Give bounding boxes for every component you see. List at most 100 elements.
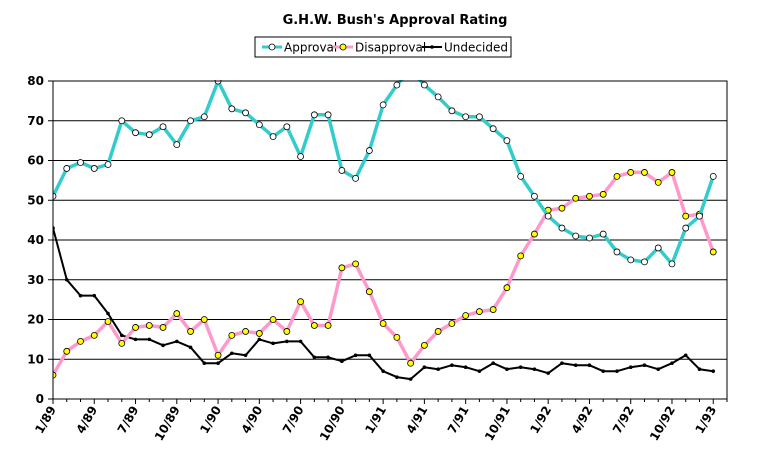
data-point-undecided	[615, 369, 619, 373]
x-tick-label: 10/92	[647, 404, 678, 444]
data-point-approval	[476, 113, 483, 121]
x-tick-label: 4/90	[239, 404, 266, 436]
data-point-disapproval	[517, 252, 525, 260]
chart-title: G.H.W. Bush's Approval Rating	[283, 13, 508, 28]
data-point-disapproval	[448, 320, 456, 327]
data-point-disapproval	[434, 328, 442, 335]
data-point-disapproval	[338, 264, 346, 272]
x-tick-label: 4/91	[404, 404, 431, 436]
data-point-disapproval	[90, 331, 98, 339]
data-point-undecided	[257, 337, 262, 342]
data-point-undecided	[161, 343, 165, 348]
data-point-approval	[503, 137, 511, 145]
series-undecided	[53, 226, 716, 381]
data-point-disapproval	[558, 204, 566, 212]
data-point-approval	[379, 101, 387, 109]
x-tick-label: 7/89	[115, 404, 142, 436]
data-point-disapproval	[255, 330, 263, 337]
data-point-undecided	[505, 367, 509, 371]
data-point-undecided	[683, 353, 688, 358]
data-point-disapproval	[462, 312, 470, 319]
data-point-approval	[434, 93, 442, 101]
data-point-undecided	[491, 361, 495, 366]
data-point-disapproval	[77, 337, 84, 345]
data-point-approval	[462, 113, 470, 121]
data-point-undecided	[450, 363, 454, 368]
data-point-approval	[145, 131, 153, 139]
data-point-undecided	[119, 333, 124, 338]
data-point-disapproval	[187, 328, 194, 335]
x-tick-label: 1/92	[527, 404, 554, 436]
x-tick-label: 4/89	[73, 404, 100, 436]
data-point-disapproval	[269, 316, 277, 323]
data-point-approval	[242, 109, 249, 117]
data-point-undecided	[285, 339, 289, 344]
data-point-approval	[641, 258, 648, 266]
legend-marker-disapproval	[339, 43, 347, 51]
data-point-undecided	[628, 365, 633, 370]
x-tick-label: 7/92	[610, 404, 637, 436]
data-point-approval	[53, 192, 57, 200]
x-axis-ticks: 1/89 4/89 7/89 10/89 1/90 4/90 7/90 10/90 1/91 4/…	[32, 399, 728, 444]
data-point-disapproval	[641, 169, 648, 176]
y-tick-label: 80	[27, 74, 44, 88]
data-point-disapproval	[63, 347, 71, 355]
data-point-approval	[448, 107, 456, 115]
data-point-approval	[63, 165, 71, 172]
data-point-undecided	[298, 339, 303, 344]
data-point-disapproval	[420, 341, 428, 349]
data-point-undecided	[477, 369, 482, 373]
y-tick-label: 0	[36, 392, 44, 406]
data-point-approval	[517, 172, 525, 180]
data-point-undecided	[340, 359, 344, 364]
x-tick-label: 10/91	[482, 403, 513, 443]
data-point-approval	[173, 141, 181, 149]
data-point-approval	[489, 125, 497, 133]
x-tick-label: 1/90	[197, 404, 224, 436]
data-point-approval	[627, 256, 635, 264]
data-point-disapproval	[613, 172, 621, 180]
data-point-disapproval	[586, 192, 593, 200]
data-point-undecided	[697, 367, 702, 371]
data-point-undecided	[601, 369, 606, 373]
data-point-disapproval	[214, 351, 222, 359]
data-point-approval	[420, 81, 428, 89]
y-tick-label: 40	[27, 233, 44, 247]
data-point-undecided	[312, 355, 317, 360]
data-point-disapproval	[379, 320, 387, 327]
y-tick-label: 70	[27, 114, 44, 128]
x-tick-label: 10/90	[317, 404, 348, 444]
data-point-disapproval	[132, 324, 139, 331]
data-point-undecided	[174, 339, 179, 344]
data-point-disapproval	[283, 328, 291, 335]
data-point-approval	[159, 123, 167, 131]
data-point-undecided	[202, 361, 207, 366]
data-point-disapproval	[393, 333, 401, 341]
data-point-approval	[200, 113, 208, 121]
data-point-approval	[77, 159, 84, 166]
data-point-undecided	[573, 363, 578, 368]
data-point-approval	[544, 212, 552, 220]
data-point-approval	[118, 117, 126, 125]
data-point-undecided	[92, 293, 97, 298]
x-tick-label: 1/89	[32, 404, 59, 436]
data-point-approval	[132, 129, 139, 137]
data-point-approval	[255, 121, 263, 129]
data-point-undecided	[670, 361, 674, 366]
data-point-undecided	[78, 293, 83, 298]
data-point-undecided	[133, 337, 138, 342]
data-point-undecided	[587, 363, 592, 368]
data-point-disapproval	[159, 324, 167, 331]
data-point-approval	[654, 244, 662, 252]
data-point-approval	[104, 161, 112, 168]
data-point-disapproval	[709, 248, 717, 256]
data-point-approval	[228, 105, 236, 113]
data-point-disapproval	[572, 194, 580, 202]
x-tick-label: 1/93	[692, 404, 719, 436]
legend: Approval Disapproval Undecided	[254, 36, 512, 58]
y-tick-label: 20	[27, 313, 44, 327]
data-point-disapproval	[297, 298, 304, 306]
data-point-disapproval	[627, 169, 635, 176]
data-point-undecided	[367, 353, 372, 358]
data-point-disapproval	[476, 308, 483, 315]
